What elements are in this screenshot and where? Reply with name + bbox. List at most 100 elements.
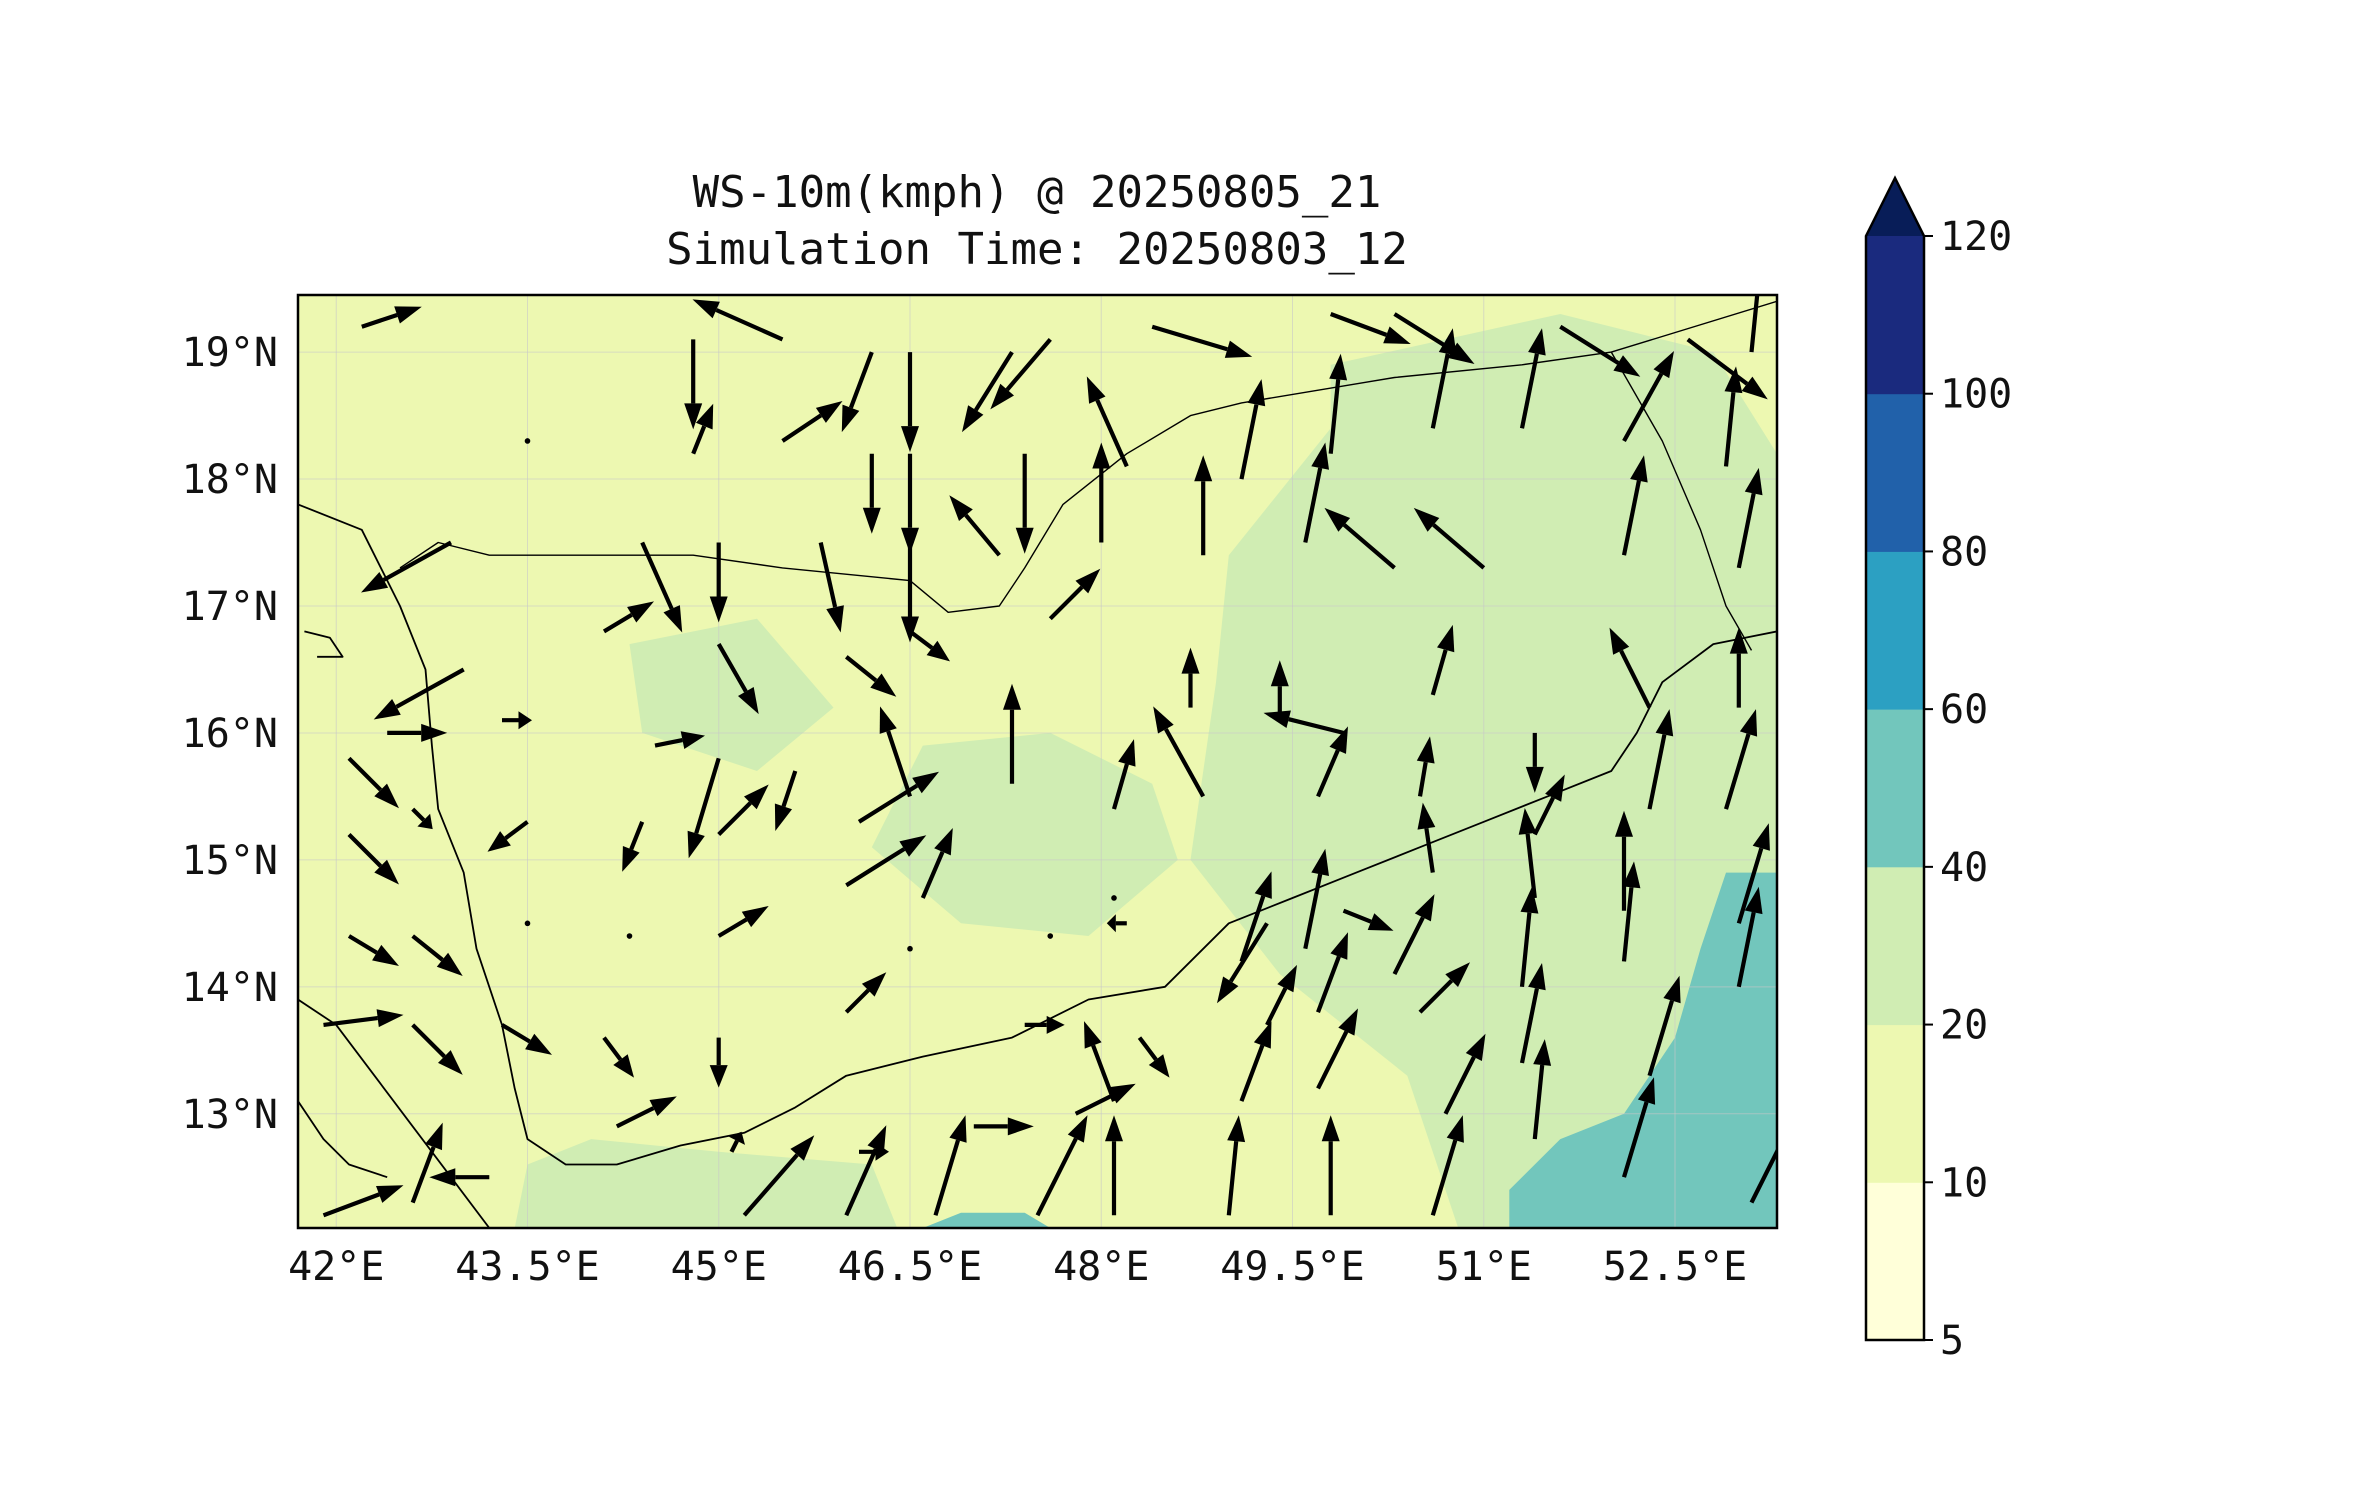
wind-vector-25 xyxy=(1723,366,1743,467)
wind-vector-14 xyxy=(691,403,714,455)
coastline-3 xyxy=(304,630,344,658)
wind-vector-31 xyxy=(949,495,1001,557)
wind-vector-121 xyxy=(1749,1146,1777,1204)
x-tick-label-5: 49.5°E xyxy=(1220,1244,1365,1290)
wind-speed-region-6 xyxy=(922,1212,1051,1228)
wind-vector-65 xyxy=(1532,774,1565,836)
wind-vector-124 xyxy=(742,1135,815,1217)
wind-vector-71 xyxy=(622,821,645,872)
wind-vector-2 xyxy=(684,339,703,430)
wind-vector-4 xyxy=(841,351,874,433)
colorbar-segment-3 xyxy=(1866,709,1924,868)
wind-vector-calm-88 xyxy=(1047,933,1054,939)
wind-vector-59 xyxy=(879,706,912,798)
y-tick-label-2: 15°N xyxy=(182,838,278,884)
wind-vector-131 xyxy=(1430,1115,1464,1216)
wind-vector-62 xyxy=(1153,706,1206,798)
x-tick-label-2: 45°E xyxy=(671,1244,767,1290)
wind-vector-37 xyxy=(1621,455,1648,556)
wind-vector-32 xyxy=(1092,442,1111,543)
wind-speed-region-5 xyxy=(1509,872,1777,1228)
wind-vector-44 xyxy=(1048,568,1101,621)
wind-vector-78 xyxy=(1417,802,1436,873)
wind-vector-22 xyxy=(1430,328,1457,429)
wind-vector-36 xyxy=(1413,507,1486,570)
wind-vector-7 xyxy=(990,338,1052,410)
colorbar-segment-5 xyxy=(1866,393,1924,552)
wind-vector-119 xyxy=(1532,1039,1552,1140)
wind-vector-52 xyxy=(347,756,399,809)
wind-vector-28 xyxy=(709,542,728,623)
wind-vector-110 xyxy=(615,1096,677,1129)
wind-vector-118 xyxy=(1443,1033,1486,1115)
wind-vector-63 xyxy=(1316,726,1348,798)
wind-vector-74 xyxy=(920,828,953,899)
colorbar-label-3: 40 xyxy=(1940,845,1988,891)
wind-vector-6 xyxy=(962,350,1014,433)
coastline-1 xyxy=(298,998,491,1228)
x-tick-label-1: 43.5°E xyxy=(455,1244,600,1290)
wind-vector-92 xyxy=(1392,894,1435,976)
wind-vector-15 xyxy=(781,401,843,443)
wind-vector-64 xyxy=(1416,736,1435,797)
wind-vector-9 xyxy=(1329,312,1411,344)
x-axis-ticks: 42°E 43.5°E 45°E 46.5°E 48°E 49.5°E 51°E 52.5°E xyxy=(288,1244,1747,1290)
wind-vector-91 xyxy=(1303,848,1329,950)
wind-vector-50 xyxy=(1609,627,1652,709)
wind-vector-53 xyxy=(387,723,448,742)
y-tick-label-4: 17°N xyxy=(182,584,278,630)
coastlines xyxy=(298,503,1777,1228)
wind-vector-calm-85 xyxy=(626,933,633,939)
wind-vector-123 xyxy=(410,1122,443,1204)
colorbar-outline xyxy=(1864,175,1926,1342)
wind-vector-5 xyxy=(901,352,919,453)
wind-vector-42 xyxy=(844,655,897,697)
colorbar-segment-6 xyxy=(1866,236,1924,395)
coastline-0 xyxy=(298,503,1777,1166)
wind-vector-29 xyxy=(818,542,844,633)
wind-vector-17 xyxy=(901,453,919,554)
country-borders xyxy=(399,300,1777,651)
wind-vector-107 xyxy=(1519,963,1546,1064)
wind-vector-109 xyxy=(429,1168,490,1187)
wind-vector-128 xyxy=(1105,1115,1123,1216)
wind-vector-99 xyxy=(602,1036,634,1078)
wind-vector-100 xyxy=(709,1037,728,1088)
y-tick-label-6: 19°N xyxy=(182,330,278,376)
wind-vector-67 xyxy=(1723,709,1758,810)
wind-vector-calm-75 xyxy=(1111,895,1117,901)
wind-vector-82 xyxy=(347,934,399,966)
wind-vector-127 xyxy=(1035,1115,1088,1217)
wind-vector-calm-1 xyxy=(524,438,531,444)
wind-speed-fill xyxy=(298,295,1777,1228)
colorbar-label-5: 80 xyxy=(1940,529,1988,575)
border-1 xyxy=(1610,351,1753,651)
map-area xyxy=(298,295,1777,1228)
wind-vector-11 xyxy=(1559,324,1641,377)
wind-vector-104 xyxy=(1265,964,1297,1026)
colorbar-label-7: 120 xyxy=(1940,214,2012,260)
wind-vector-55 xyxy=(654,731,705,749)
wind-vector-68 xyxy=(347,833,399,885)
wind-vector-80 xyxy=(1615,810,1633,911)
wind-vector-21 xyxy=(1328,353,1348,454)
wind-vector-130 xyxy=(1321,1115,1340,1216)
wind-vector-69 xyxy=(411,807,433,830)
wind-vector-34 xyxy=(1303,442,1329,543)
wind-vector-calm-87 xyxy=(907,945,913,952)
wind-vector-30 xyxy=(901,542,919,643)
wind-vector-83 xyxy=(411,934,463,976)
wind-vector-16 xyxy=(862,453,881,534)
y-axis-ticks: 13°N 14°N 15°N 16°N 17°N 18°N 19°N xyxy=(182,330,278,1138)
colorbar-segment-1 xyxy=(1866,1024,1924,1183)
wind-vector-24 xyxy=(1622,351,1674,443)
wind-vector-33 xyxy=(1194,455,1213,556)
wind-vector-38 xyxy=(1736,467,1763,569)
wind-vector-120 xyxy=(1621,1077,1656,1178)
wind-vector-106 xyxy=(1418,962,1470,1014)
wind-vector-57 xyxy=(774,770,798,831)
coastline-2 xyxy=(298,1100,388,1179)
wind-vector-129 xyxy=(1226,1115,1246,1216)
wind-vector-54 xyxy=(502,711,532,730)
